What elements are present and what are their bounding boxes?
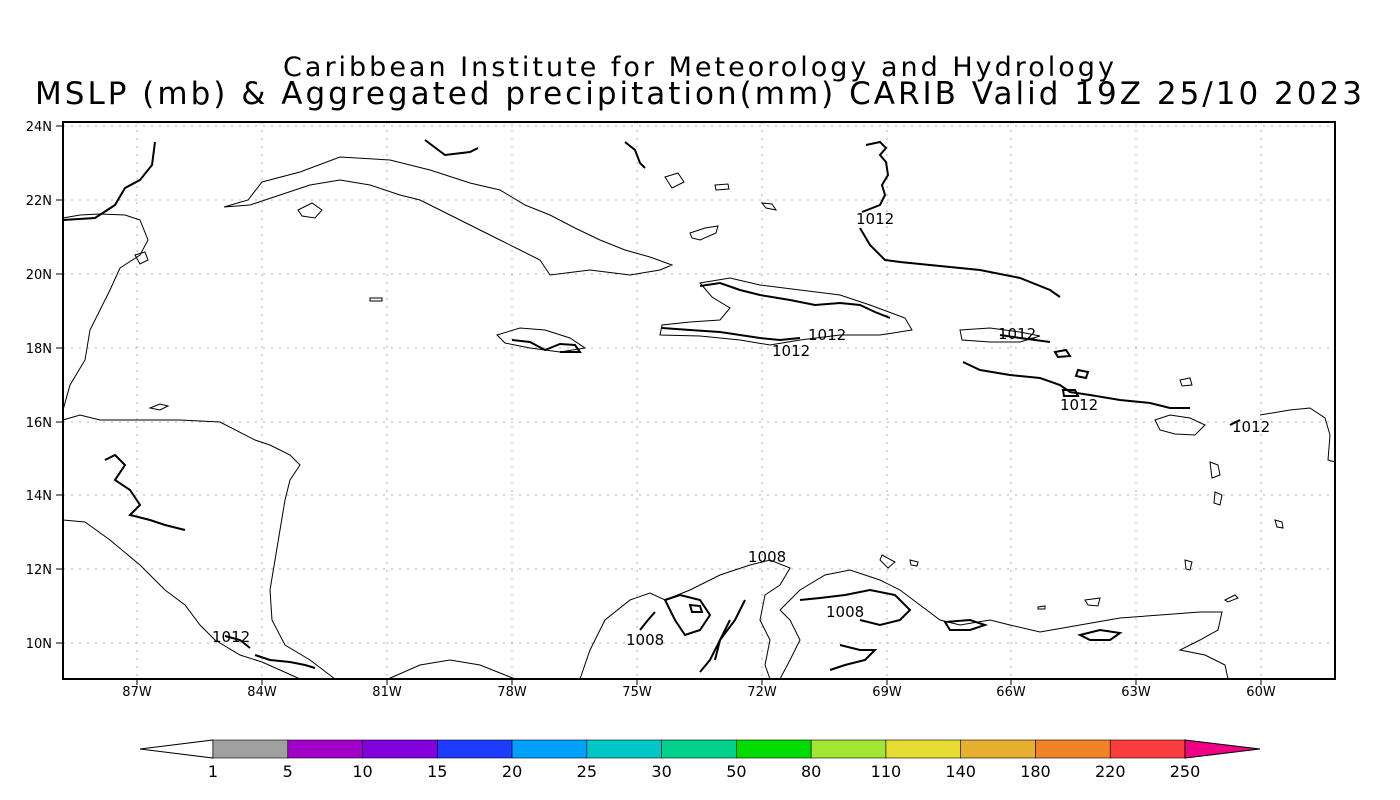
isobar-label: 1012 [1060,396,1098,414]
lon-label: 81W [372,685,402,700]
gridlines [63,122,1335,679]
lon-label: 75W [622,685,652,700]
lon-label: 63W [1121,685,1151,700]
colorbar-segment [1035,739,1111,759]
lat-labels: 24N 22N 20N 18N 16N 14N 12N 10N [26,120,52,652]
colorbar-segment [437,739,513,759]
lat-label: 20N [26,268,52,283]
colorbar-label: 220 [1095,762,1126,781]
lon-label: 84W [247,685,277,700]
lon-ticks [136,679,1262,685]
colorbar-label: 10 [352,762,372,781]
isobar-label: 1008 [626,631,664,649]
lat-label: 14N [26,489,52,504]
isobar-label: 1008 [826,603,864,621]
map-title-line1: Caribbean Institute for Meteorology and … [283,52,1117,83]
colorbar-segment [287,739,363,759]
colorbar-segment [736,739,812,759]
colorbar-label: 180 [1020,762,1051,781]
lon-label: 69W [872,685,902,700]
map-title-line2: MSLP (mb) & Aggregated precipitation(mm)… [35,76,1365,112]
isobar-label: 1008 [748,548,786,566]
lon-labels: 87W 84W 81W 78W 75W 72W 69W 66W 63W 60W [122,685,1276,700]
lon-label: 78W [497,685,527,700]
colorbar-segment [1109,739,1186,759]
colorbar-segment [661,739,737,759]
lon-label: 66W [996,685,1026,700]
isobar-label: 1012 [856,210,894,228]
colorbar-label: 50 [726,762,746,781]
colorbar-segment [885,739,961,759]
colorbar-segment [362,739,438,759]
colorbar-label: 30 [651,762,671,781]
colorbar-label: 5 [283,762,293,781]
isobar-label: 1012 [1232,418,1270,436]
lat-label: 18N [26,342,52,357]
isobar-label: 1012 [998,325,1036,343]
precipitation-colorbar: 1 5 10 15 20 25 30 50 80 110 140 180 220 250 [139,739,1261,781]
lat-label: 12N [26,563,52,578]
colorbar-high-arrow [1184,739,1261,759]
isobar-labels: 1012 1012 1012 1012 1012 1012 1012 1008 … [212,210,1270,649]
colorbar-label: 1 [208,762,218,781]
lat-label: 10N [26,637,52,652]
colorbar-segment [586,739,662,759]
colorbar-label: 250 [1170,762,1201,781]
lon-label: 72W [747,685,777,700]
map-frame [62,121,1336,680]
isobar-label: 1012 [212,628,250,646]
isobars [62,139,1241,673]
colorbar-segment [212,739,289,759]
isobar-label: 1012 [772,342,810,360]
colorbar-segment [960,739,1036,759]
colorbar-segment [511,739,588,759]
colorbar-label: 15 [427,762,447,781]
lat-label: 24N [26,120,52,135]
colorbar-low-arrow [139,739,214,759]
colorbar-label: 110 [871,762,902,781]
lat-label: 16N [26,416,52,431]
colorbar-segment [810,739,887,759]
isobar-label: 1012 [808,326,846,344]
lon-label: 87W [122,685,152,700]
lat-label: 22N [26,194,52,209]
colorbar-label: 25 [577,762,597,781]
colorbar-label: 20 [502,762,522,781]
colorbar-label: 80 [801,762,821,781]
lon-label: 60W [1246,685,1276,700]
colorbar-label: 140 [945,762,976,781]
lat-ticks [56,125,63,644]
